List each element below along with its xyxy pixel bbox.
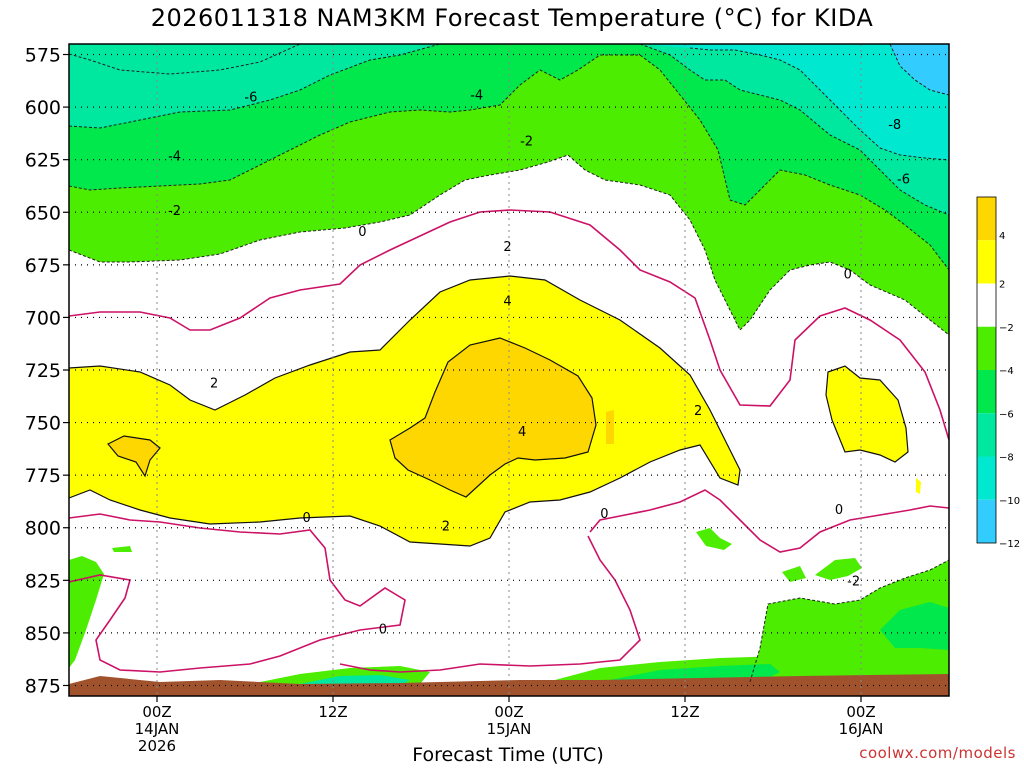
colorbar-segment [977,240,996,284]
x-tick-label: 15JAN [487,720,532,738]
field-minus8-left [69,44,300,74]
y-tick-label: 650 [25,202,61,224]
contour-label: 2 [503,240,511,255]
y-tick-label: 850 [25,623,61,645]
colorbar-segment [977,456,996,500]
y-tick-label: 600 [25,97,61,119]
x-tick-label: 14JAN [135,720,180,738]
field-plus4-small [108,436,160,476]
colorbar-label: −8 [999,453,1014,464]
contour-minus2 [69,154,949,336]
contour-label: -6 [897,173,910,188]
contour-zero-lower [69,513,406,673]
x-tick-label: 00Z [846,703,875,721]
contour-label: -2 [847,574,860,589]
field-minus12 [890,44,949,95]
y-tick-label: 875 [25,675,61,697]
contour-label: 0 [600,507,608,522]
contour-minus8 [69,44,949,161]
y-tick-label: 675 [25,255,61,277]
grid-lines [69,44,949,696]
field-plus4-sliver [606,410,614,444]
x-tick-label: 2026 [138,737,176,755]
contour-minus10 [889,44,949,96]
field-plus2 [69,276,740,546]
contour-label: -6 [244,91,257,106]
contour-plus4-small [107,435,161,478]
colorbar-segment [977,326,996,370]
field-minus2-patch2 [782,566,806,582]
contour-plus2 [69,275,741,547]
contour-label: -2 [168,204,181,219]
contour-label: 4 [503,295,511,310]
x-tick-label: 12Z [670,703,699,721]
y-tick-label: 625 [25,150,61,172]
credit-text[interactable]: coolwx.com/models [859,744,1016,762]
colorbar-label: −12 [999,539,1020,550]
colorbar-label: −6 [999,409,1014,420]
field-minus2-patch3 [696,528,732,550]
colorbar-label: 2 [999,280,1005,291]
contour-label: -4 [168,149,181,164]
contour-label: 0 [379,623,387,638]
contour-minus4 [69,54,949,271]
colorbar-frame [976,196,997,544]
y-tick-label: 700 [25,307,61,329]
contour-label: 0 [358,225,366,240]
ground [69,674,949,696]
colorbar-segment [977,197,996,241]
y-tick-label: 825 [25,570,61,592]
colorbar-label: −2 [999,323,1014,334]
colorbar: 4 2 −2 −4 −6 −8 −10 −12 [976,196,1020,550]
contour-label-group: -6 -4 -4 -2 -2 -8 -6 0 2 4 0 2 4 2 0 2 0 0 0 -2 [168,88,910,638]
contour-label: 0 [302,511,310,526]
contour-label: -2 [520,135,533,150]
y-tick-label: 800 [25,518,61,540]
field-minus8 [640,44,949,160]
field-minus4-lower [880,602,949,650]
y-tick-label: 775 [25,465,61,487]
y-axis: 575 600 625 650 675 700 725 750 775 800 825 850 875 [25,45,69,697]
x-tick-label: 12Z [318,703,347,721]
x-axis-title: Forecast Time (UTC) [412,744,604,766]
contour-zero-upper [69,209,949,441]
contour-plus4 [389,337,597,498]
field-minus4 [69,44,949,270]
contour-label: 0 [844,267,852,282]
contour-plus2-right [825,365,909,463]
field-minus6 [69,44,949,215]
contour-label: -8 [888,118,901,133]
contour-lines [69,44,949,683]
colorbar-label: −4 [999,366,1014,377]
field-plus2-dot [916,478,921,494]
field-minus2-patch4 [112,546,132,552]
contour-label: 2 [442,520,450,535]
contour-minus2-lower [749,559,949,683]
colorbar-segment [977,370,996,414]
colorbar-segment [977,413,996,457]
colorbar-label: −10 [999,496,1020,507]
colorbar-label: 4 [999,231,1005,242]
y-tick-label: 575 [25,45,61,67]
y-tick-label: 750 [25,413,61,435]
x-tick-label: 00Z [142,703,171,721]
x-tick-label: 00Z [494,703,523,721]
field-plus2-right [826,366,908,462]
x-tick-label: 16JAN [839,720,884,738]
contour-label: 2 [210,377,218,392]
field-minus2-patch [815,558,862,580]
contour-label: 2 [694,404,702,419]
contour-label: -4 [470,88,483,103]
contour-label: 4 [518,425,526,440]
contour-minus6 [69,44,949,216]
colorbar-segment [977,499,996,543]
field-minus2-lower-left [69,556,104,668]
chart-title: 2026011318 NAM3KM Forecast Temperature (… [150,4,874,32]
colorbar-segment [977,283,996,327]
contour-label: 0 [835,503,843,518]
y-tick-label: 725 [25,360,61,382]
